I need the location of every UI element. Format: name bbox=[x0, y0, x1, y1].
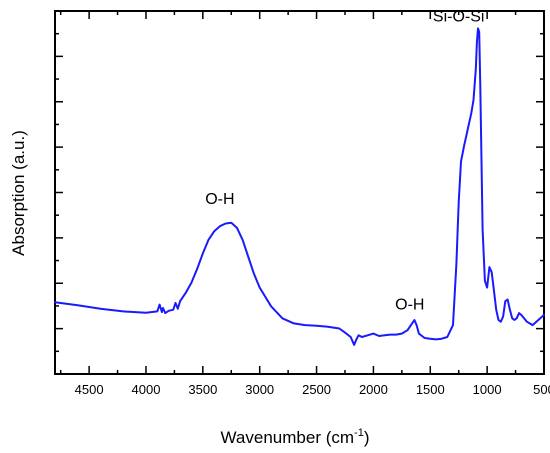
x-tick-label: 2500 bbox=[302, 382, 331, 397]
plot-frame bbox=[54, 10, 545, 375]
x-tick-labels: 4500 4000 3500 3000 2500 2000 1500 1000 500 bbox=[75, 382, 550, 397]
x-tick-label: 4000 bbox=[132, 382, 161, 397]
x-tick-label: 500 bbox=[533, 382, 550, 397]
x-tick-label: 1000 bbox=[473, 382, 502, 397]
x-axis-title: Wavenumber (cm-1) bbox=[221, 427, 370, 447]
x-tick-label: 3000 bbox=[245, 382, 274, 397]
x-tick-label: 3500 bbox=[188, 382, 217, 397]
peak-label: O-H bbox=[205, 191, 234, 208]
tick-marks bbox=[55, 11, 545, 374]
peak-label: O-H bbox=[395, 297, 424, 314]
x-tick-label: 2000 bbox=[359, 382, 388, 397]
peak-annotations: Si-O-Si O-H O-H bbox=[205, 9, 484, 314]
peak-label: Si-O-Si bbox=[433, 9, 485, 26]
x-tick-label: 1500 bbox=[416, 382, 445, 397]
spectrum-line bbox=[54, 27, 545, 346]
x-tick-label: 4500 bbox=[75, 382, 104, 397]
y-axis-title: Absorption (a.u.) bbox=[9, 130, 28, 256]
